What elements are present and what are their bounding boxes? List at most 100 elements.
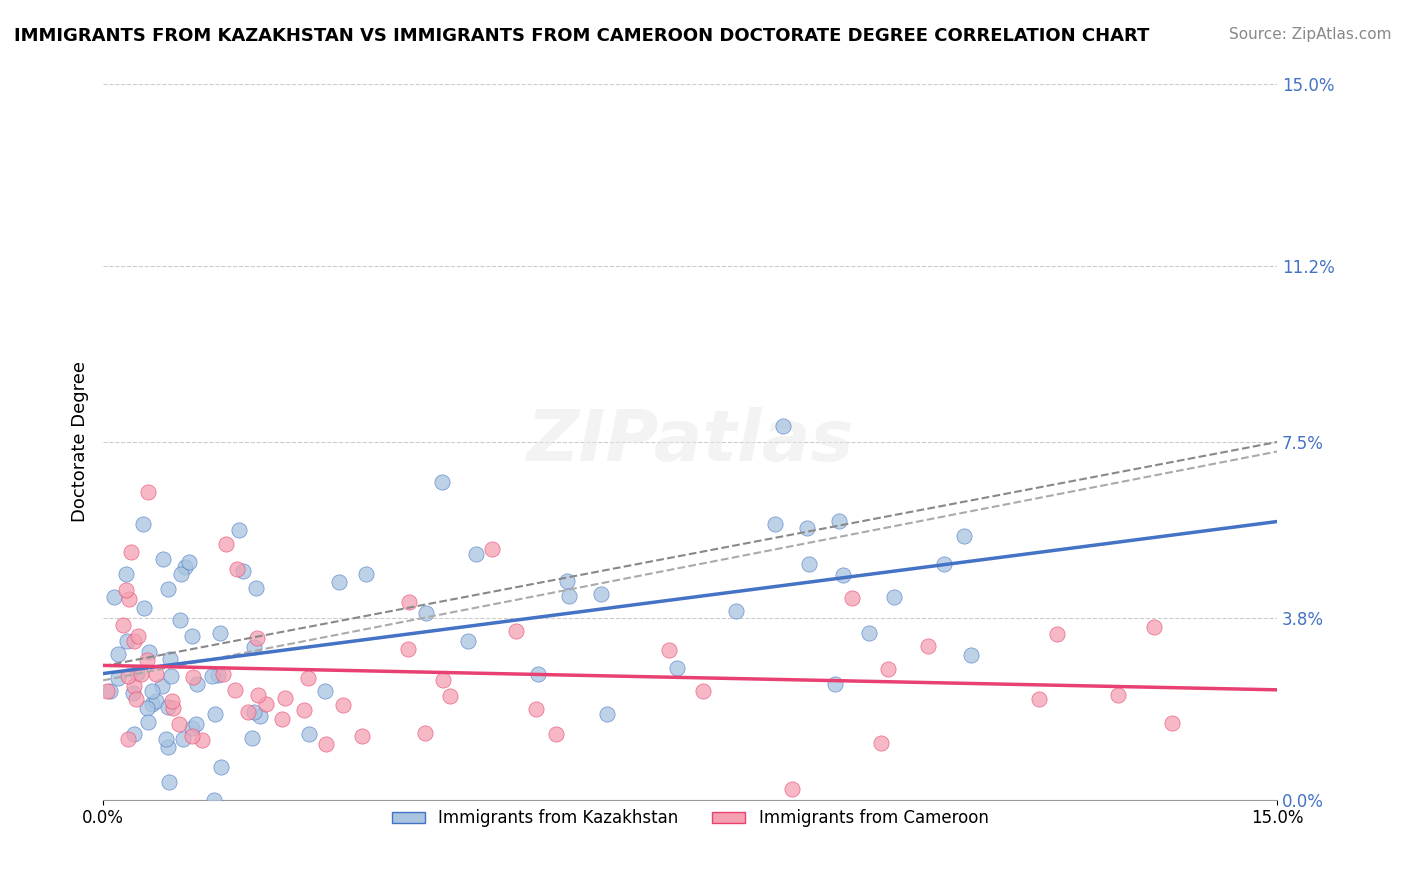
Point [159,652,181,666]
Point [249,708,271,723]
Point [214,537,236,551]
Point [240,731,263,745]
Point [117,669,139,683]
Point [430,475,453,489]
Point [724,604,747,618]
Point [114,567,136,582]
Point [242,706,264,720]
Point [439,689,461,703]
Point [152,552,174,566]
Point [354,566,377,581]
Point [824,677,846,691]
Point [827,514,849,528]
Point [396,641,419,656]
Point [238,706,260,720]
Point [692,684,714,698]
Point [169,567,191,582]
Point [270,712,292,726]
Point [124,679,146,693]
Point [120,545,142,559]
Point [98,683,121,698]
Point [350,729,373,743]
Point [959,648,981,662]
Point [555,574,578,589]
Point [150,679,173,693]
Point [298,727,321,741]
Point [432,673,454,687]
Point [558,589,581,603]
Point [157,739,180,754]
Point [211,667,233,681]
Point [145,694,167,708]
Point [413,725,436,739]
Point [202,792,225,806]
Point [1028,691,1050,706]
Legend: Immigrants from Kazakhstan, Immigrants from Cameroon: Immigrants from Kazakhstan, Immigrants f… [385,803,995,834]
Point [232,564,254,578]
Point [138,645,160,659]
Point [136,715,159,730]
Point [169,717,191,731]
Y-axis label: Doctorate Degree: Doctorate Degree [72,361,89,523]
Point [169,613,191,627]
Point [224,682,246,697]
Point [181,629,204,643]
Point [103,591,125,605]
Point [125,665,148,680]
Point [117,592,139,607]
Point [145,666,167,681]
Point [117,731,139,746]
Text: IMMIGRANTS FROM KAZAKHSTAN VS IMMIGRANTS FROM CAMEROON DOCTORATE DEGREE CORRELAT: IMMIGRANTS FROM KAZAKHSTAN VS IMMIGRANTS… [14,27,1150,45]
Point [831,567,853,582]
Point [174,560,197,574]
Point [124,634,146,648]
Point [883,591,905,605]
Point [157,699,180,714]
Point [114,583,136,598]
Point [292,703,315,717]
Point [160,694,183,708]
Point [226,562,249,576]
Text: Source: ZipAtlas.com: Source: ZipAtlas.com [1229,27,1392,42]
Point [917,639,939,653]
Point [315,737,337,751]
Point [191,733,214,747]
Point [544,727,567,741]
Point [132,600,155,615]
Point [481,541,503,556]
Point [297,671,319,685]
Point [209,626,232,640]
Point [184,717,207,731]
Point [658,642,681,657]
Point [763,516,786,531]
Point [201,668,224,682]
Point [209,760,232,774]
Point [314,683,336,698]
Point [141,683,163,698]
Point [127,629,149,643]
Point [129,667,152,681]
Point [877,662,900,676]
Point [107,671,129,685]
Point [254,697,277,711]
Point [186,677,208,691]
Point [135,653,157,667]
Point [136,484,159,499]
Point [465,548,488,562]
Point [932,558,955,572]
Point [179,555,201,569]
Point [207,667,229,681]
Point [155,732,177,747]
Point [780,781,803,796]
Point [160,669,183,683]
Point [328,575,350,590]
Point [870,736,893,750]
Point [181,722,204,736]
Point [111,618,134,632]
Point [131,517,153,532]
Point [841,591,863,605]
Point [589,587,612,601]
Point [181,670,204,684]
Point [96,683,118,698]
Point [274,691,297,706]
